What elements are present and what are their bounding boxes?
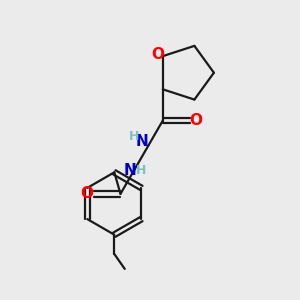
Text: O: O (81, 186, 94, 201)
Text: H: H (136, 164, 146, 177)
Text: O: O (190, 113, 202, 128)
Text: H: H (129, 130, 139, 142)
Text: N: N (136, 134, 148, 149)
Text: N: N (124, 164, 136, 178)
Text: O: O (151, 47, 164, 62)
